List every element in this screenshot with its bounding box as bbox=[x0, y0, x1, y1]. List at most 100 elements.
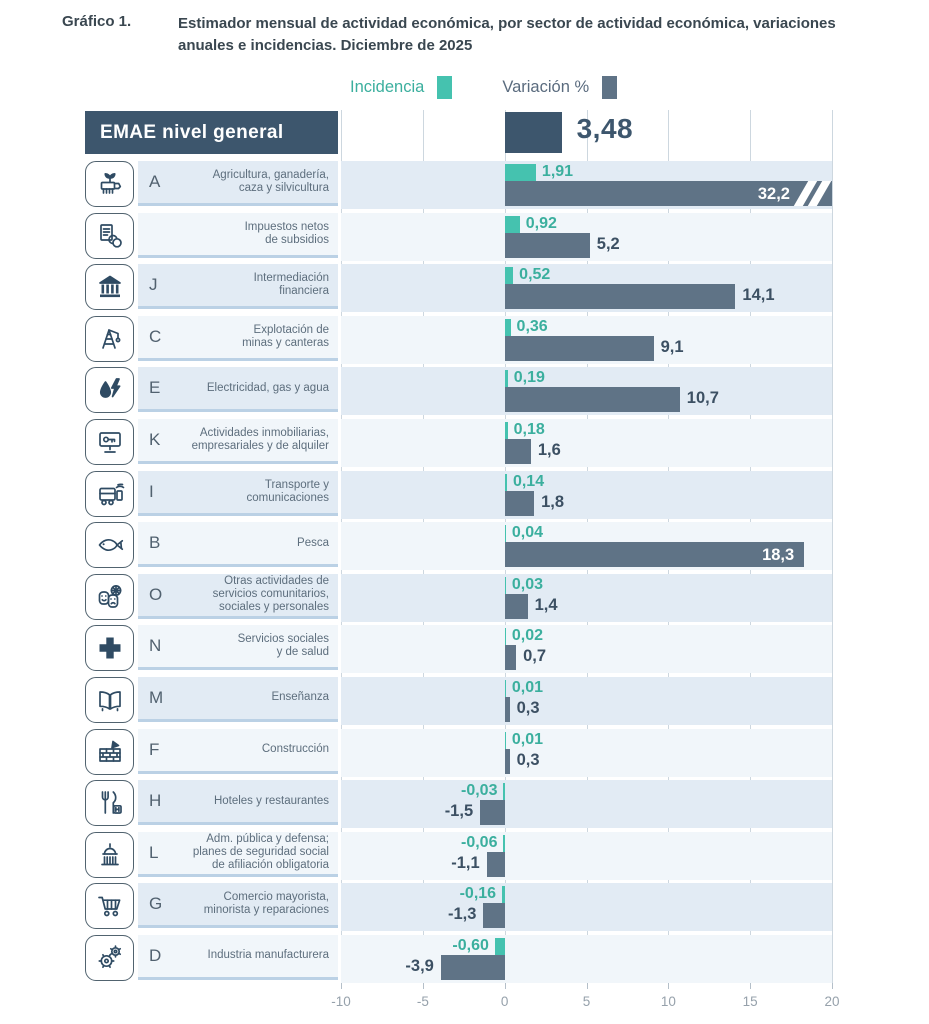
variacion-value: 1,4 bbox=[534, 595, 558, 614]
sector-label-cell: B Pesca bbox=[138, 522, 338, 568]
sector-band: 0,03 1,4 bbox=[341, 573, 832, 622]
sector-row: N Servicios sociales y de salud 0,02 0,7 bbox=[85, 625, 832, 674]
sector-label-cell: O Otras actividades de servicios comunita… bbox=[138, 573, 338, 619]
incidencia-bar bbox=[504, 628, 506, 646]
variacion-value: -1,3 bbox=[447, 905, 477, 924]
sector-band: -0,60 -3,9 bbox=[341, 934, 832, 983]
sector-icon-box bbox=[85, 831, 134, 878]
sector-name: Pesca bbox=[297, 536, 329, 549]
sector-icon-box bbox=[85, 625, 134, 672]
sector-icon-box bbox=[85, 367, 134, 414]
sector-code: G bbox=[149, 894, 163, 914]
sector-label-cell: I Transporte y comunicaciones bbox=[138, 470, 338, 516]
incidencia-bar bbox=[504, 267, 514, 285]
sector-row: B Pesca 0,04 18,3 bbox=[85, 522, 832, 571]
sector-icon-box bbox=[85, 573, 134, 620]
sector-icon-box bbox=[85, 470, 134, 517]
variacion-value: -1,5 bbox=[444, 802, 474, 821]
sector-row: M Enseñanza 0,01 0,3 bbox=[85, 676, 832, 725]
transport-icon bbox=[98, 483, 124, 505]
sector-band: 0,36 9,1 bbox=[341, 315, 832, 364]
sector-code: C bbox=[149, 326, 162, 346]
real-estate-icon bbox=[98, 432, 121, 453]
variacion-value: 0,3 bbox=[516, 698, 540, 717]
general-level-row: EMAE nivel general 3,48 bbox=[85, 111, 832, 155]
variacion-bar bbox=[504, 490, 535, 516]
sector-row: E Electricidad, gas y agua 0,19 10,7 bbox=[85, 367, 832, 416]
sector-name: Industria manufacturera bbox=[207, 949, 329, 962]
sector-icon-box bbox=[85, 522, 134, 569]
variacion-bar bbox=[504, 284, 736, 310]
health-icon bbox=[99, 637, 120, 659]
incidencia-bar bbox=[503, 783, 505, 801]
axis-tick-label: 5 bbox=[582, 994, 591, 1009]
sector-row: F Construcción 0,01 0,3 bbox=[85, 728, 832, 777]
energy-icon bbox=[99, 378, 120, 399]
incidencia-value: -0,03 bbox=[461, 782, 498, 800]
incidencia-value: 0,02 bbox=[511, 627, 543, 645]
incidencia-value: -0,60 bbox=[452, 936, 489, 954]
variacion-bar bbox=[480, 800, 505, 826]
sector-band: 0,01 0,3 bbox=[341, 676, 832, 725]
mining-icon bbox=[101, 328, 120, 349]
sector-name: Construcción bbox=[261, 743, 329, 756]
sector-name: Otras actividades de servicios comunitar… bbox=[212, 575, 329, 614]
sector-name: Transporte y comunicaciones bbox=[246, 478, 329, 504]
incidencia-value: 0,18 bbox=[513, 420, 545, 438]
variacion-bar bbox=[504, 335, 654, 361]
variacion-bar bbox=[504, 438, 531, 464]
variacion-bar bbox=[504, 593, 528, 619]
sector-row: J Intermediación financiera 0,52 14,1 bbox=[85, 264, 832, 313]
sector-name: Enseñanza bbox=[271, 691, 329, 704]
incidencia-bar bbox=[503, 834, 505, 852]
sector-band: 1,91 32,2 bbox=[341, 161, 832, 209]
sector-code: K bbox=[149, 429, 161, 449]
figure-title: Estimador mensual de actividad económica… bbox=[178, 15, 836, 54]
variacion-value: 1,6 bbox=[537, 440, 561, 459]
sector-label-cell: K Actividades inmobiliarias, empresariale… bbox=[138, 418, 338, 464]
incidencia-value: 0,36 bbox=[516, 317, 548, 335]
variacion-value: 5,2 bbox=[596, 234, 620, 253]
incidencia-bar bbox=[502, 886, 505, 904]
variacion-value: 9,1 bbox=[660, 337, 684, 356]
sector-band: 0,18 1,6 bbox=[341, 418, 832, 467]
sector-label-cell: A Agricultura, ganadería, caza y silvicul… bbox=[138, 161, 338, 206]
variacion-value: 32,2 bbox=[757, 185, 790, 203]
sector-name: Electricidad, gas y agua bbox=[206, 381, 329, 394]
sector-code: B bbox=[149, 533, 161, 553]
axis-tick bbox=[832, 983, 833, 989]
education-icon bbox=[98, 691, 121, 712]
incidencia-bar bbox=[504, 525, 506, 543]
sector-icon-box bbox=[85, 315, 134, 362]
sector-code: A bbox=[149, 172, 161, 191]
sector-name: Impuestos netos de subsidios bbox=[244, 220, 329, 246]
variacion-value: 0,3 bbox=[516, 750, 540, 769]
general-level-value: 3,48 bbox=[576, 113, 634, 144]
sector-code: E bbox=[149, 378, 161, 398]
incidencia-value: -0,06 bbox=[461, 833, 498, 851]
sector-name: Adm. pública y defensa; planes de seguri… bbox=[192, 833, 329, 872]
sector-code: I bbox=[149, 481, 154, 501]
sector-label-cell: F Construcción bbox=[138, 728, 338, 774]
sector-icon-box bbox=[85, 264, 134, 311]
sector-rows: A Agricultura, ganadería, caza y silvicul… bbox=[85, 161, 832, 987]
sector-icon-box bbox=[85, 418, 134, 465]
sector-label-cell: J Intermediación financiera bbox=[138, 264, 338, 310]
incidencia-value: 0,19 bbox=[513, 369, 545, 387]
incidencia-swatch-icon bbox=[437, 75, 453, 99]
sector-band: 0,04 18,3 bbox=[341, 522, 832, 571]
agriculture-icon bbox=[100, 172, 121, 194]
sector-row: L Adm. pública y defensa; planes de segur… bbox=[85, 831, 832, 880]
axis-tick-label: 0 bbox=[500, 994, 509, 1009]
sector-label-cell: G Comercio mayorista, minorista y reparac… bbox=[138, 883, 338, 929]
fishing-icon bbox=[98, 539, 123, 552]
sector-band: -0,16 -1,3 bbox=[341, 883, 832, 932]
sector-row: Impuestos netos de subsidios 0,92 5,2 bbox=[85, 212, 832, 261]
axis-tick-label: 15 bbox=[742, 994, 758, 1009]
sector-name: Intermediación financiera bbox=[253, 272, 329, 298]
sector-label-cell: N Servicios sociales y de salud bbox=[138, 625, 338, 671]
variacion-bar bbox=[504, 232, 590, 258]
sector-row: G Comercio mayorista, minorista y reparac… bbox=[85, 883, 832, 932]
incidencia-bar bbox=[504, 164, 536, 181]
